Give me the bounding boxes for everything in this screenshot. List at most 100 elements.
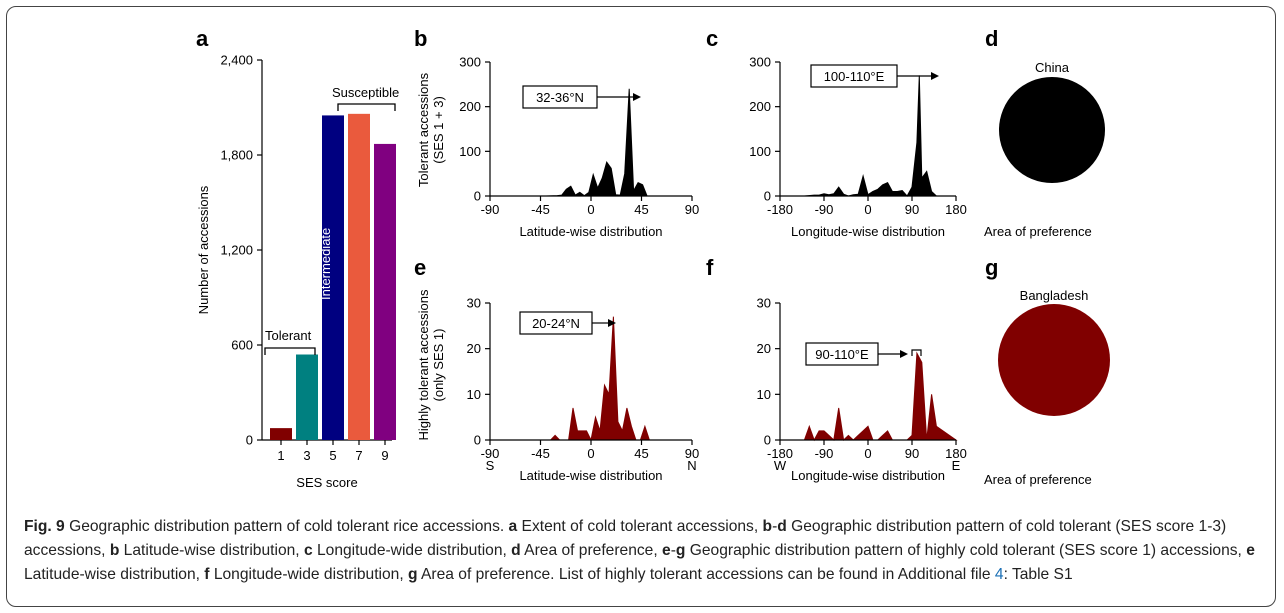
x-tick-label-c: 0 [864,202,871,217]
y-tick-label-b: 0 [474,189,481,204]
caption-ref: b [762,518,773,535]
y-tick-label-f: 20 [757,341,771,356]
y-axis-label-b-line1: Tolerant accessions [416,72,431,187]
x-tick-label-a: 7 [355,448,362,463]
y-tick-label-c: 0 [764,189,771,204]
x-tick-label-f: 0 [864,446,871,461]
x-tick-label-b: 45 [634,202,648,217]
bar-ses-3 [296,354,318,440]
caption-ref: b [109,542,120,559]
y-tick-label-e: 10 [467,387,481,402]
callout-c-text: 100-110°E [824,69,885,84]
panel-label-e: e [414,255,426,280]
x-tick-label-c: 180 [945,202,967,217]
x-tick-label-f: -90 [815,446,834,461]
caption-text: Geographic distribution pattern of highl… [685,542,1247,559]
x-tick-label-e: 45 [634,446,648,461]
figure-caption: Fig. 9 Geographic distribution pattern o… [24,515,1264,587]
pie-g: Bangladesh Area of preference [984,288,1110,487]
x-tick-sublabel-e: N [687,458,696,473]
y-tick-label-c: 300 [749,55,771,70]
caption-ref: d [777,518,787,535]
pie-d-title: China [1035,60,1070,75]
callout-b: 32-36°N [522,85,641,109]
pie-g-title: Bangladesh [1020,288,1089,303]
x-axis-label-b: Latitude-wise distribution [519,224,662,239]
x-tick-label-e: -45 [531,446,550,461]
x-tick-label-a: 3 [303,448,310,463]
y-axis-label-b-line2: (SES 1 + 3) [431,96,446,164]
x-tick-label-b: -45 [531,202,550,217]
bar-ses-1 [270,428,292,440]
caption-text: Area of preference. List of highly toler… [417,566,995,583]
x-tick-label-b: 90 [685,202,699,217]
caption-text: : Table S1 [1003,566,1073,583]
y-tick-label-e: 0 [474,433,481,448]
caption-text: Latitude-wise distribution, [24,566,205,583]
callout-b-text: 32-36°N [536,90,584,105]
area-chart-f: 0 10 20 30 -180 -90 0 90 180 W E Longitude-wise dis… [757,296,967,484]
x-tick-label-a: 5 [329,448,336,463]
y-tick-label-a: 1,800 [220,148,253,163]
additional-file-link[interactable]: 4 [994,566,1004,583]
callout-c: 100-110°E [810,64,939,88]
panel-label-f: f [706,255,714,280]
panel-label-b: b [414,26,427,51]
bar-ses-9 [374,143,396,440]
y-axis-label-e-line1: Highly tolerant accessions [416,289,431,441]
panel-label-c: c [706,26,718,51]
caption-fig-label: Fig. 9 [24,518,65,535]
panel-label-g: g [985,255,998,280]
susceptible-bracket [337,103,396,111]
x-tick-label-e: -90 [481,446,500,461]
y-tick-label-b: 300 [459,55,481,70]
x-tick-label-e: 0 [587,446,594,461]
caption-text: Geographic distribution pattern of cold … [24,518,1227,559]
x-tick-label-b: -90 [481,202,500,217]
caption-ref: f [204,566,210,583]
area-series-f [780,351,958,442]
x-tick-sublabel-f: E [952,458,961,473]
pie-d-slice-china [999,77,1105,183]
y-axis-label-e-line2: (only SES 1) [431,329,446,402]
y-tick-label-b: 200 [459,99,481,114]
area-series-c [780,75,956,197]
y-axis-label-a: Number of accessions [196,185,211,314]
y-tick-label-a: 2,400 [220,53,253,68]
figure-frame [6,6,1276,607]
x-tick-sublabel-f: W [774,458,787,473]
x-tick-label-f: 180 [945,446,967,461]
caption-text: Longitude-wide distribution, [312,542,512,559]
susceptible-label: Susceptible [332,85,399,100]
x-tick-label-a: 1 [277,448,284,463]
caption-ref: g [675,542,686,559]
bar-ses-5 [322,115,344,441]
x-tick-sublabel-e: S [486,458,495,473]
pie-g-slice-bangladesh [998,304,1110,416]
x-tick-label-c: -180 [767,202,793,217]
area-series-e [490,316,692,442]
caption-ref: d [511,542,521,559]
y-tick-label-f: 30 [757,296,771,311]
x-tick-label-f: 90 [905,446,919,461]
pie-g-label: Area of preference [984,472,1092,487]
area-series-b [490,88,692,197]
caption-ref: e [662,542,671,559]
callout-e-text: 20-24°N [532,316,580,331]
intermediate-label: Intermediate [318,228,333,300]
x-axis-label-c: Longitude-wise distribution [791,224,945,239]
y-tick-label-f: 0 [764,433,771,448]
caption-text: - [670,542,676,559]
x-tick-label-b: 0 [587,202,594,217]
x-tick-label-a: 9 [381,448,388,463]
y-tick-label-a: 600 [231,338,253,353]
pie-d: China Area of preference [984,60,1105,239]
callout-f-text: 90-110°E [815,347,869,362]
caption-ref: e [1246,542,1255,559]
x-tick-label-c: -90 [815,202,834,217]
x-tick-label-f: -180 [767,446,793,461]
y-tick-label-c: 100 [749,144,771,159]
panel-label-d: d [985,26,998,51]
y-tick-label-e: 30 [467,296,481,311]
